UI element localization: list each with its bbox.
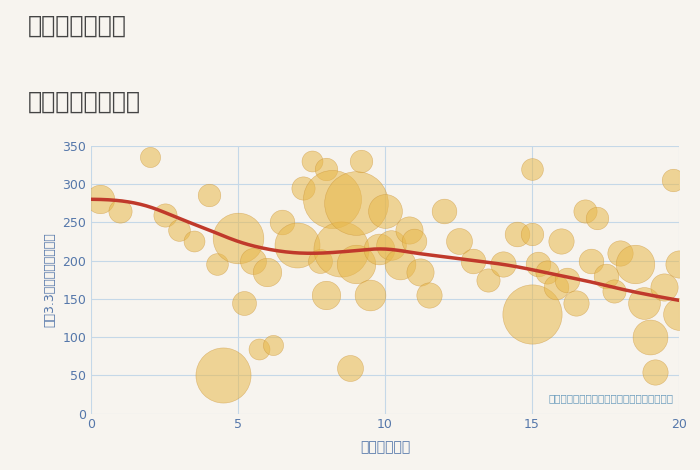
Point: [556, 238, 567, 245]
Point: [609, 287, 620, 295]
Point: [526, 165, 538, 172]
Point: [350, 260, 361, 268]
Point: [585, 257, 596, 264]
Point: [453, 238, 464, 245]
Point: [203, 192, 214, 199]
Point: [438, 207, 449, 214]
Point: [659, 283, 670, 291]
Point: [238, 299, 249, 306]
Point: [615, 249, 626, 257]
Y-axis label: 坪（3.3㎡）単値（万円）: 坪（3.3㎡）単値（万円）: [43, 232, 57, 327]
Point: [379, 207, 391, 214]
Point: [321, 291, 332, 299]
Point: [526, 310, 538, 318]
Point: [365, 291, 376, 299]
Text: 東京都三鷹駅の: 東京都三鷹駅の: [28, 14, 127, 38]
Point: [550, 283, 561, 291]
Point: [374, 245, 385, 253]
Point: [570, 299, 582, 306]
Point: [276, 219, 288, 226]
Point: [497, 260, 508, 268]
Point: [591, 215, 602, 222]
Point: [541, 268, 552, 276]
Point: [468, 257, 479, 264]
Point: [512, 230, 523, 237]
Point: [159, 211, 170, 219]
Point: [644, 333, 655, 341]
Point: [673, 260, 685, 268]
Point: [403, 226, 414, 234]
Point: [94, 196, 106, 203]
Point: [212, 260, 223, 268]
Point: [262, 268, 273, 276]
Point: [291, 242, 302, 249]
Point: [232, 234, 244, 241]
X-axis label: 駅距離（分）: 駅距離（分）: [360, 440, 410, 454]
Point: [267, 341, 279, 348]
Point: [350, 199, 361, 207]
Point: [668, 176, 679, 184]
Point: [174, 226, 185, 234]
Point: [580, 207, 591, 214]
Point: [424, 291, 435, 299]
Point: [321, 165, 332, 172]
Point: [306, 157, 317, 165]
Point: [650, 368, 661, 375]
Point: [414, 268, 426, 276]
Point: [532, 260, 543, 268]
Point: [385, 242, 396, 249]
Point: [188, 238, 199, 245]
Point: [394, 260, 405, 268]
Point: [335, 245, 346, 253]
Point: [218, 372, 229, 379]
Point: [115, 207, 126, 214]
Point: [629, 260, 641, 268]
Text: 駅距離別土地価格: 駅距離別土地価格: [28, 89, 141, 113]
Point: [673, 310, 685, 318]
Point: [600, 272, 611, 280]
Point: [144, 153, 155, 161]
Point: [526, 230, 538, 237]
Point: [326, 196, 337, 203]
Point: [561, 276, 573, 283]
Point: [344, 364, 356, 371]
Point: [253, 345, 264, 352]
Point: [638, 299, 650, 306]
Point: [247, 257, 258, 264]
Point: [297, 184, 308, 192]
Point: [409, 238, 420, 245]
Point: [482, 276, 493, 283]
Point: [315, 257, 326, 264]
Text: 円の大きさは、取引のあった物件面積を示す: 円の大きさは、取引のあった物件面積を示す: [548, 393, 673, 403]
Point: [356, 157, 367, 165]
